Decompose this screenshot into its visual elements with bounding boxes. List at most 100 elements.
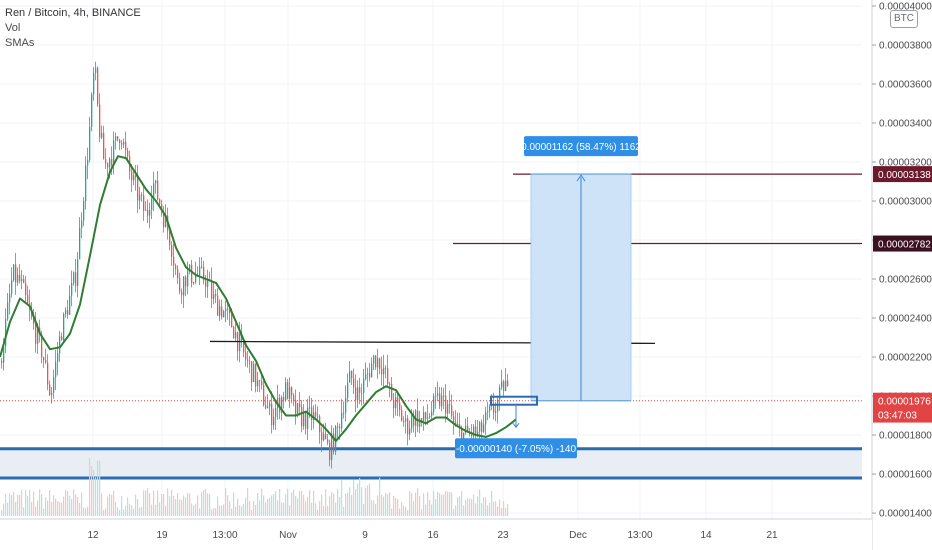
price-label-box bbox=[873, 406, 932, 423]
candle-body bbox=[93, 72, 95, 95]
volume-bar bbox=[55, 498, 57, 516]
candle-body bbox=[285, 382, 287, 401]
volume-bar bbox=[285, 494, 287, 516]
volume-bar bbox=[233, 492, 235, 516]
volume-bar bbox=[59, 501, 61, 516]
volume-bar bbox=[245, 497, 247, 516]
volume-bar bbox=[41, 493, 43, 516]
legend-volume[interactable]: Vol bbox=[5, 22, 21, 34]
candle-body bbox=[123, 141, 125, 145]
candle-body bbox=[247, 359, 249, 361]
volume-bar bbox=[411, 493, 413, 516]
volume-bar bbox=[183, 495, 185, 516]
volume-bar bbox=[87, 506, 89, 516]
volume-bar bbox=[359, 478, 361, 516]
candle-body bbox=[259, 380, 261, 382]
volume-bar bbox=[391, 508, 393, 516]
volume-bar bbox=[61, 502, 63, 516]
candle-body bbox=[225, 308, 227, 312]
volume-bar bbox=[473, 494, 475, 516]
price-label: 0.00001976 bbox=[878, 397, 931, 408]
price-axis[interactable]: 0.000014000.000016000.000018000.00002000… bbox=[862, 0, 932, 550]
volume-bar bbox=[77, 497, 79, 516]
price-label: 0.00003138 bbox=[878, 170, 931, 181]
volume-bar bbox=[1, 509, 3, 516]
long-position-tool[interactable]: 0.00001162 (58.47%) 1162 -0.00000140 (-7.… bbox=[455, 136, 641, 459]
candle-body bbox=[377, 358, 379, 368]
volume-bar bbox=[91, 466, 93, 516]
long-position-label: 0.00001162 (58.47%) 1162 bbox=[521, 142, 641, 153]
candle-body bbox=[173, 256, 175, 266]
candle-body bbox=[287, 382, 289, 399]
candle-body bbox=[493, 403, 495, 413]
candle-body bbox=[397, 397, 399, 403]
volume-bar bbox=[485, 497, 487, 516]
volume-bar bbox=[187, 493, 189, 516]
volume-bar bbox=[465, 499, 467, 516]
legend-sma[interactable]: SMAs bbox=[5, 37, 35, 49]
candle-body bbox=[375, 355, 377, 368]
candle-body bbox=[311, 407, 313, 420]
price-axis-unit-label[interactable]: BTC bbox=[890, 10, 918, 28]
volume-bar bbox=[271, 495, 273, 516]
volume-bar bbox=[335, 502, 337, 516]
candle-body bbox=[391, 383, 393, 401]
candle-body bbox=[183, 276, 185, 296]
candle-body bbox=[401, 409, 403, 422]
volume-bar bbox=[89, 458, 91, 516]
candle-body bbox=[367, 373, 369, 375]
candle-body bbox=[301, 407, 303, 427]
volume-bar bbox=[203, 489, 205, 516]
volume-bar bbox=[431, 504, 433, 516]
volume-bar bbox=[101, 493, 103, 516]
candle-body bbox=[69, 295, 71, 315]
candle-body bbox=[231, 313, 233, 328]
candle-body bbox=[163, 211, 165, 227]
volume-bar bbox=[297, 498, 299, 516]
volume-bar bbox=[445, 490, 447, 516]
legend-symbol-title[interactable]: Ren / Bitcoin, 4h, BINANCE bbox=[5, 7, 141, 19]
volume-bar bbox=[217, 496, 219, 516]
volume-bar bbox=[459, 496, 461, 516]
volume-bar bbox=[73, 489, 75, 516]
volume-bar bbox=[239, 505, 241, 516]
candle-body bbox=[175, 265, 177, 270]
candle-body bbox=[423, 412, 425, 421]
candle-body bbox=[251, 361, 253, 383]
short-measure-label-box bbox=[455, 438, 577, 459]
candle-body bbox=[331, 433, 333, 460]
time-tick-label: 16 bbox=[427, 530, 439, 541]
candle-body bbox=[411, 415, 413, 429]
volume-bar bbox=[423, 493, 425, 516]
candle-body bbox=[219, 306, 221, 316]
candle-body bbox=[141, 194, 143, 196]
drawing-lines[interactable] bbox=[0, 155, 862, 442]
candle-body bbox=[265, 405, 267, 409]
candle-body bbox=[113, 140, 115, 166]
volume-bar bbox=[43, 508, 45, 516]
time-axis[interactable]: 12 19 13:00 Nov 9 16 23 Dec 13:00 14 21 bbox=[0, 518, 872, 550]
time-tick-label: Nov bbox=[279, 530, 297, 541]
volume-bar bbox=[241, 506, 243, 516]
volume-bar bbox=[201, 491, 203, 516]
candle-body bbox=[201, 266, 203, 268]
volume-bar bbox=[99, 460, 101, 516]
candle-body bbox=[75, 272, 77, 286]
candle-body bbox=[371, 363, 373, 378]
volume-bar bbox=[219, 505, 221, 516]
candle-body bbox=[291, 387, 293, 396]
candle-body bbox=[443, 395, 445, 397]
price-tick-label: 0.00001800 bbox=[879, 431, 932, 442]
support-band-fill bbox=[0, 448, 862, 478]
candle-body bbox=[235, 332, 237, 339]
support-band[interactable] bbox=[0, 447, 862, 480]
candle-body bbox=[211, 280, 213, 299]
candle-body bbox=[105, 159, 107, 164]
candle-body bbox=[5, 319, 7, 347]
price-label-box bbox=[873, 235, 932, 252]
candle-body bbox=[283, 397, 285, 401]
volume-bar bbox=[157, 490, 159, 516]
time-tick-label: 21 bbox=[766, 530, 778, 541]
candle-body bbox=[295, 399, 297, 416]
